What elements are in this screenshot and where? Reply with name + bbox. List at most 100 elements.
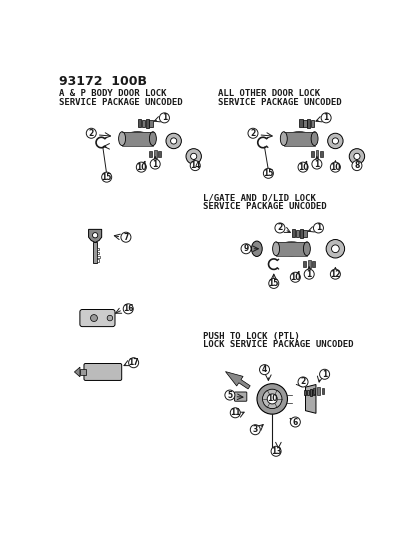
Polygon shape: [74, 367, 80, 377]
Polygon shape: [88, 229, 102, 243]
Bar: [141, 120, 145, 126]
Circle shape: [297, 377, 307, 387]
Circle shape: [170, 138, 176, 144]
Text: 2: 2: [300, 377, 305, 386]
Text: 4: 4: [261, 365, 266, 374]
Circle shape: [262, 389, 281, 409]
Bar: [309, 389, 311, 395]
Bar: [275, 242, 306, 256]
Text: PUSH TO LOCK (PTL): PUSH TO LOCK (PTL): [202, 332, 299, 341]
Text: 8: 8: [354, 161, 359, 170]
Ellipse shape: [303, 242, 310, 256]
Text: A & P BODY DOOR LOCK: A & P BODY DOOR LOCK: [59, 90, 166, 99]
Text: 15: 15: [101, 173, 112, 182]
Circle shape: [86, 128, 96, 138]
Circle shape: [271, 446, 280, 456]
Ellipse shape: [275, 242, 306, 256]
Circle shape: [331, 245, 338, 253]
Bar: [80, 369, 85, 375]
Text: 2: 2: [277, 223, 282, 232]
Ellipse shape: [149, 132, 156, 146]
Text: 9: 9: [243, 244, 248, 253]
Bar: [310, 151, 313, 157]
Circle shape: [150, 159, 160, 169]
Text: 16: 16: [123, 304, 133, 313]
Ellipse shape: [272, 242, 279, 256]
Text: 17: 17: [128, 358, 139, 367]
Text: 15: 15: [268, 279, 278, 288]
Bar: [291, 229, 294, 237]
Text: SERVICE PACKAGE UNCODED: SERVICE PACKAGE UNCODED: [202, 202, 326, 211]
Circle shape: [240, 244, 250, 254]
Text: 5: 5: [227, 391, 232, 400]
Text: LOCK SERVICE PACKAGE UNCODED: LOCK SERVICE PACKAGE UNCODED: [202, 341, 353, 350]
Circle shape: [313, 223, 323, 233]
Ellipse shape: [90, 314, 97, 321]
Polygon shape: [305, 384, 315, 413]
Ellipse shape: [122, 132, 152, 146]
Text: 12: 12: [329, 270, 340, 279]
Circle shape: [224, 390, 234, 400]
FancyBboxPatch shape: [84, 364, 121, 381]
FancyBboxPatch shape: [234, 392, 246, 401]
Circle shape: [327, 133, 342, 149]
Text: 1: 1: [315, 223, 320, 232]
Bar: [149, 119, 152, 127]
Bar: [304, 390, 306, 395]
Text: 2: 2: [88, 129, 94, 138]
Circle shape: [190, 160, 200, 171]
Text: 6: 6: [292, 417, 297, 426]
Circle shape: [190, 154, 196, 159]
Circle shape: [290, 417, 299, 427]
Circle shape: [92, 232, 97, 238]
Bar: [97, 252, 98, 254]
Text: 14: 14: [190, 161, 200, 170]
Circle shape: [349, 149, 364, 164]
Circle shape: [330, 162, 339, 172]
Bar: [145, 119, 148, 128]
Circle shape: [311, 159, 321, 169]
Ellipse shape: [251, 241, 261, 256]
Text: 2: 2: [250, 129, 255, 138]
Circle shape: [230, 408, 240, 418]
FancyArrow shape: [225, 372, 249, 389]
Text: L/GATE AND D/LID LOCK: L/GATE AND D/LID LOCK: [202, 193, 315, 203]
Text: 1: 1: [313, 159, 319, 168]
Bar: [307, 260, 310, 269]
Circle shape: [297, 162, 307, 172]
Bar: [97, 248, 99, 251]
Text: 10: 10: [329, 163, 340, 172]
Circle shape: [274, 223, 284, 233]
Circle shape: [256, 384, 287, 414]
Circle shape: [159, 113, 169, 123]
Bar: [306, 390, 309, 394]
Text: 11: 11: [230, 408, 240, 417]
Bar: [303, 261, 305, 268]
Text: 10: 10: [136, 163, 146, 172]
Circle shape: [263, 168, 273, 179]
Bar: [312, 261, 314, 267]
Bar: [93, 243, 97, 263]
Text: 13: 13: [270, 447, 281, 456]
Bar: [303, 230, 306, 237]
Ellipse shape: [280, 132, 287, 146]
Text: 10: 10: [297, 163, 308, 172]
Bar: [319, 151, 322, 157]
Circle shape: [123, 304, 133, 314]
Bar: [303, 120, 306, 126]
Text: 7: 7: [123, 233, 128, 241]
Circle shape: [250, 425, 260, 435]
Circle shape: [102, 172, 112, 182]
FancyBboxPatch shape: [80, 310, 115, 327]
Bar: [321, 388, 323, 394]
Text: ALL OTHER DOOR LOCK: ALL OTHER DOOR LOCK: [218, 90, 320, 99]
Text: 1: 1: [323, 114, 328, 123]
Bar: [295, 230, 298, 237]
Text: 1: 1: [161, 114, 167, 123]
Bar: [316, 387, 319, 395]
Circle shape: [351, 160, 361, 171]
Bar: [311, 119, 313, 127]
Bar: [283, 132, 314, 146]
Bar: [312, 388, 314, 394]
Bar: [299, 119, 302, 127]
